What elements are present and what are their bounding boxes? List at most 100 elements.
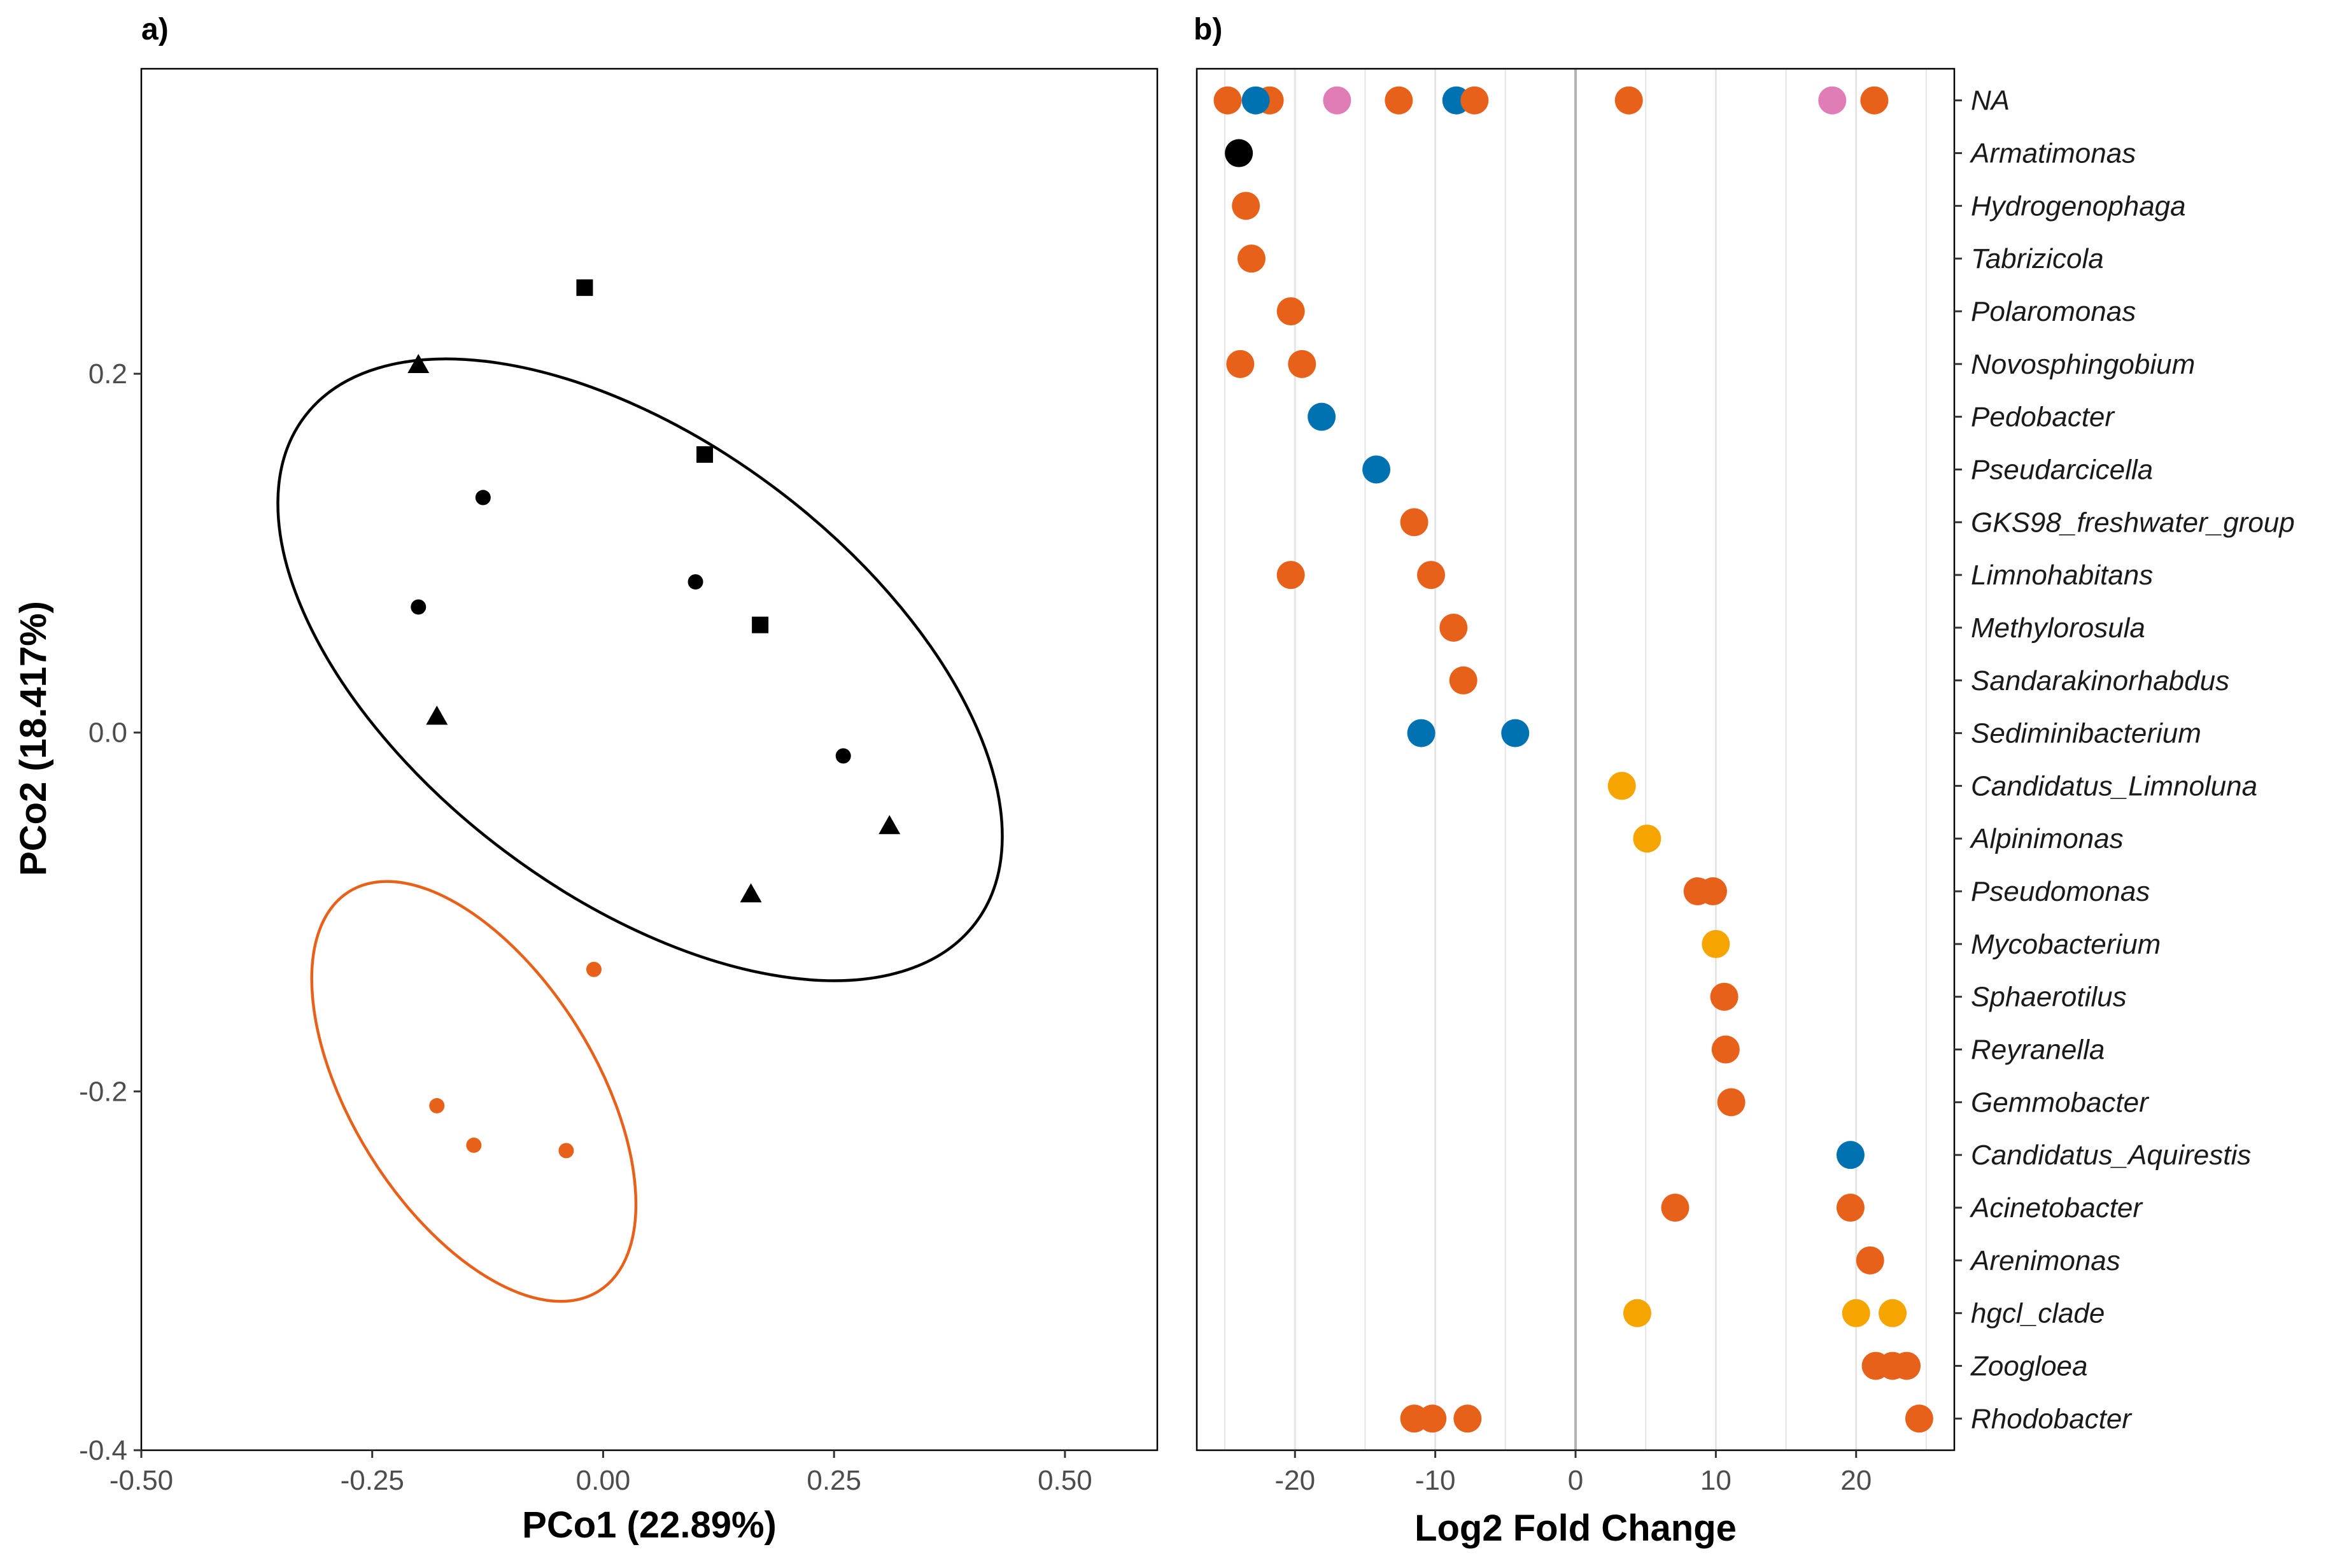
fold-change-x-axis-title: Log2 Fold Change [1414,1508,1737,1549]
genus-label: Limnohabitans [1971,560,2153,591]
fold-change-point [1385,86,1413,115]
fold-change-point [1418,1404,1447,1433]
genus-label: Zoogloea [1970,1350,2087,1381]
fold-change-point [1276,561,1305,590]
fold-change-point [1323,86,1351,115]
x-tick-label: 20 [1840,1465,1872,1496]
genus-label: Candidatus_Aquirestis [1971,1140,2251,1171]
fold-change-point [1856,1246,1884,1275]
genus-label: Hydrogenophaga [1971,190,2186,222]
fold-change-point [1879,1299,1907,1327]
genus-label: Armatimonas [1969,138,2136,169]
confidence-ellipses [276,357,1004,1303]
pcoa-point-square [696,446,714,463]
genus-label: Tabrizicola [1971,243,2104,274]
pcoa-x-axis-title: PCo1 (22.89%) [522,1504,777,1546]
fold-change-point [1241,86,1270,115]
fold-change-point [1836,1194,1865,1222]
genus-label: Alpinimonas [1969,823,2124,854]
pcoa-x-ticks: -0.50 -0.25 0.00 0.25 0.50 [109,1450,1092,1496]
x-tick-label: -0.25 [341,1465,404,1496]
genus-axis-labels: NA Armatimonas Hydrogenophaga Tabrizicola Po… [1954,85,2295,1434]
pcoa-points [407,279,901,1159]
fold-change-point [1818,86,1847,115]
fold-change-point [1893,1352,1921,1380]
fold-change-points [1213,86,1933,1433]
x-tick-label: -0.50 [109,1465,173,1496]
confidence-ellipse-orange [310,880,638,1303]
fold-change-point [1607,772,1636,800]
genus-label: Methylorosula [1971,612,2145,644]
pcoa-point-circle [835,748,851,764]
pcoa-y-axis-title: PCo2 (18.417%) [13,601,54,876]
x-tick-label: 0.50 [1038,1465,1092,1496]
genus-label: hgcl_clade [1971,1298,2105,1329]
y-tick-label: 0.2 [88,358,127,390]
fold-change-point [1237,244,1266,273]
pcoa-point-circle [558,1143,574,1159]
genus-label: Pseudomonas [1971,876,2150,907]
genus-label: Pseudarcicella [1971,454,2153,485]
genus-label: Polaromonas [1971,296,2136,327]
pcoa-point-square [576,279,593,296]
pcoa-point-triangle [740,883,762,903]
panel-b-label: b) [1194,13,1222,46]
fold-change-point [1842,1299,1870,1327]
genus-label: Pedobacter [1971,402,2115,433]
genus-label: Novosphingobium [1971,349,2195,380]
fold-change-point [1501,719,1530,747]
fold-change-point [1276,297,1305,325]
pcoa-panel: a) -0.50 -0.25 0.00 0.25 0.50 -0.4 -0.2 0.0 0.2… [13,13,1159,1546]
fold-change-point [1225,139,1253,167]
genus-label: GKS98_freshwater_group [1971,507,2295,538]
fold-change-panel: b) -20 -10 0 10 20 NA Armatimonas Hydrogenopha… [1194,13,2295,1549]
fold-change-point [1836,1141,1865,1169]
fold-change-point [1288,350,1316,378]
y-tick-label: -0.2 [79,1076,127,1107]
fold-change-point [1905,1404,1933,1433]
genus-label: NA [1971,85,2010,117]
genus-label: Candidatus_Limnoluna [1971,770,2257,802]
fold-change-point [1711,1035,1740,1064]
fold-change-point [1614,86,1643,115]
fold-change-point [1633,824,1661,853]
fold-change-point [1623,1299,1651,1327]
fold-change-point [1439,613,1468,642]
fold-change-point [1860,86,1889,115]
pcoa-point-circle [411,599,427,615]
pcoa-plot-frame [140,67,1159,1451]
x-tick-label: 10 [1700,1465,1732,1496]
genus-label: Acinetobacter [1969,1192,2143,1224]
genus-label: Gemmobacter [1971,1087,2150,1118]
fold-change-point [1232,192,1260,220]
fold-change-point [1400,508,1428,537]
fold-change-point [1407,719,1436,747]
confidence-ellipse-black [276,357,1004,982]
fold-change-point [1710,982,1739,1011]
x-tick-label: -20 [1274,1465,1315,1496]
fold-change-point [1460,86,1489,115]
x-tick-label: 0 [1568,1465,1583,1496]
fold-change-point [1417,561,1446,590]
genus-label: Sediminibacterium [1971,718,2201,749]
x-tick-label: 0.00 [576,1465,631,1496]
fold-change-point [1453,1404,1482,1433]
pcoa-point-circle [475,490,491,505]
pcoa-point-circle [688,574,703,590]
pcoa-point-triangle [426,705,448,725]
genus-label: Sphaerotilus [1971,982,2127,1013]
pcoa-point-triangle [407,354,430,373]
genus-label: Sandarakinorhabdus [1971,665,2229,696]
fold-change-point [1213,86,1242,115]
fold-change-point [1308,402,1336,431]
fold-change-point [1661,1194,1689,1222]
x-tick-label: -10 [1415,1465,1456,1496]
fold-change-point [1698,877,1727,906]
pcoa-point-circle [429,1098,445,1113]
fold-change-point [1449,666,1478,695]
pcoa-point-circle [586,961,602,977]
panel-a-label: a) [141,13,169,46]
pcoa-point-triangle [878,815,901,835]
pcoa-point-circle [466,1137,482,1153]
